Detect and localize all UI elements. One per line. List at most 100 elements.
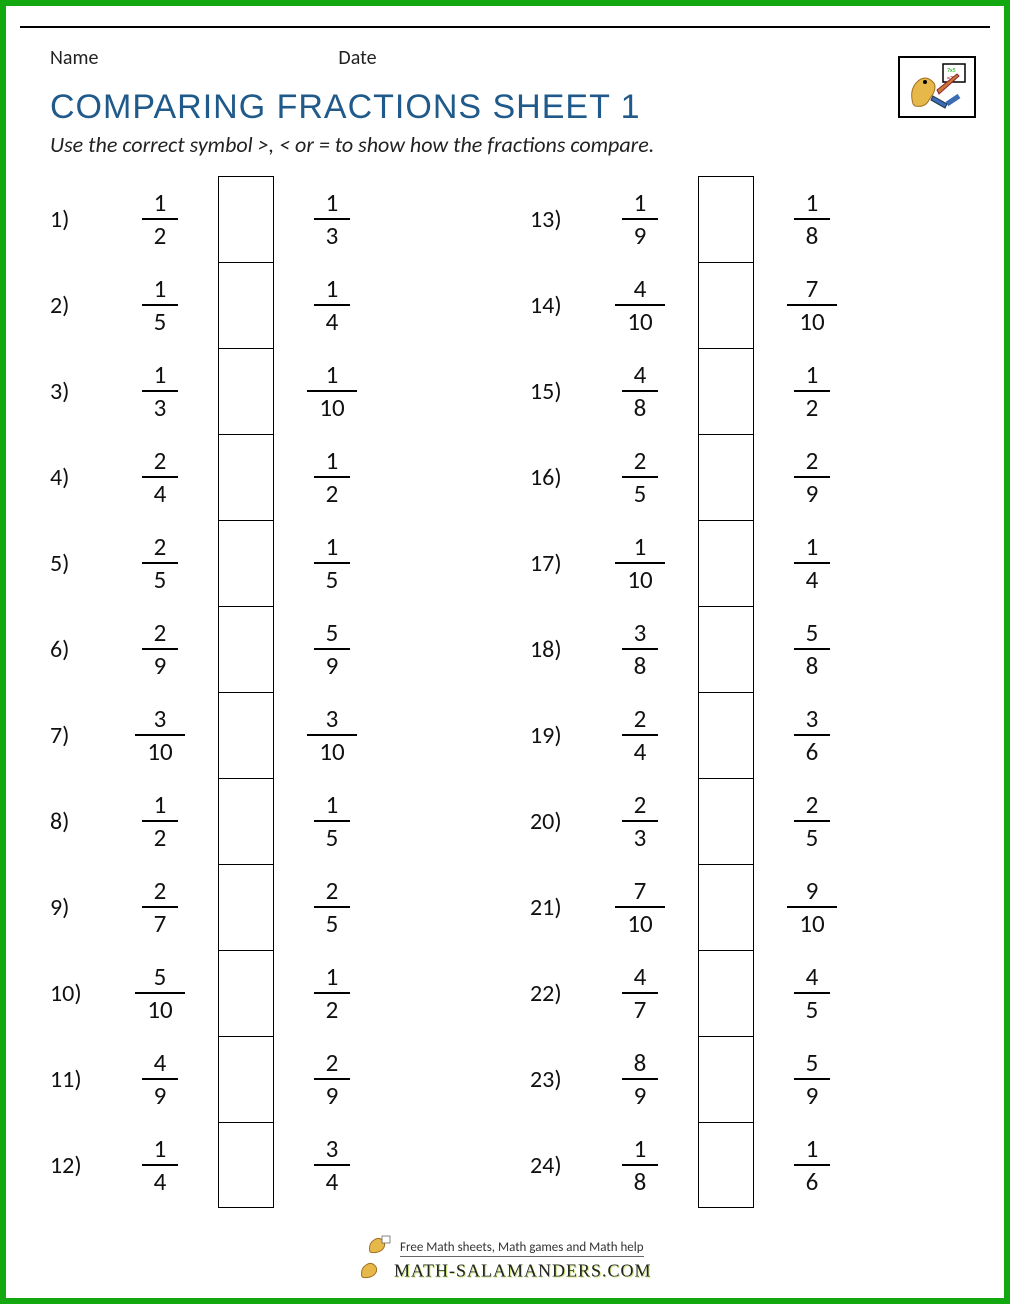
denominator: 10 bbox=[135, 734, 184, 766]
numerator: 1 bbox=[314, 189, 351, 219]
denominator: 5 bbox=[314, 820, 351, 852]
answer-box[interactable] bbox=[218, 950, 274, 1036]
denominator: 3 bbox=[314, 218, 351, 250]
problem-number: 2) bbox=[50, 291, 110, 320]
problem-number: 8) bbox=[50, 807, 110, 836]
numerator: 1 bbox=[142, 1135, 179, 1165]
footer-logo-icon bbox=[366, 1234, 392, 1261]
problem-row: 8)1215 bbox=[50, 778, 490, 864]
fraction-b: 310 bbox=[282, 705, 382, 766]
answer-box[interactable] bbox=[218, 434, 274, 520]
fraction-b: 14 bbox=[282, 275, 382, 336]
answer-box[interactable] bbox=[698, 864, 754, 950]
problem-row: 23)8959 bbox=[530, 1036, 970, 1122]
numerator: 7 bbox=[794, 275, 831, 305]
answer-box[interactable] bbox=[218, 176, 274, 262]
answer-box[interactable] bbox=[218, 864, 274, 950]
numerator: 1 bbox=[622, 533, 659, 563]
fraction-a: 23 bbox=[590, 791, 690, 852]
numerator: 4 bbox=[794, 963, 831, 993]
answer-box[interactable] bbox=[218, 1122, 274, 1208]
fraction-a: 89 bbox=[590, 1049, 690, 1110]
answer-box[interactable] bbox=[698, 950, 754, 1036]
problem-number: 11) bbox=[50, 1065, 110, 1094]
numerator: 5 bbox=[794, 619, 831, 649]
problem-row: 20)2325 bbox=[530, 778, 970, 864]
problem-row: 16)2529 bbox=[530, 434, 970, 520]
numerator: 5 bbox=[314, 619, 351, 649]
numerator: 3 bbox=[314, 705, 351, 735]
answer-box[interactable] bbox=[218, 262, 274, 348]
name-label: Name bbox=[50, 46, 98, 70]
fraction-a: 18 bbox=[590, 1135, 690, 1196]
answer-box[interactable] bbox=[698, 692, 754, 778]
numerator: 1 bbox=[142, 275, 179, 305]
numerator: 1 bbox=[314, 533, 351, 563]
problem-number: 17) bbox=[530, 549, 590, 578]
fraction-b: 59 bbox=[282, 619, 382, 680]
denominator: 2 bbox=[142, 218, 179, 250]
answer-box[interactable] bbox=[218, 348, 274, 434]
denominator: 4 bbox=[142, 1164, 179, 1196]
denominator: 4 bbox=[794, 562, 831, 594]
numerator: 2 bbox=[314, 1049, 351, 1079]
answer-box[interactable] bbox=[218, 692, 274, 778]
numerator: 4 bbox=[622, 361, 659, 391]
numerator: 2 bbox=[142, 447, 179, 477]
problem-number: 3) bbox=[50, 377, 110, 406]
problem-row: 10)51012 bbox=[50, 950, 490, 1036]
top-rule bbox=[20, 26, 990, 28]
denominator: 9 bbox=[622, 1078, 659, 1110]
numerator: 1 bbox=[142, 791, 179, 821]
fraction-b: 15 bbox=[282, 533, 382, 594]
answer-box[interactable] bbox=[698, 1036, 754, 1122]
fraction-b: 910 bbox=[762, 877, 862, 938]
numerator: 2 bbox=[622, 447, 659, 477]
fraction-b: 25 bbox=[282, 877, 382, 938]
denominator: 9 bbox=[622, 218, 659, 250]
numerator: 2 bbox=[314, 877, 351, 907]
problem-number: 18) bbox=[530, 635, 590, 664]
answer-box[interactable] bbox=[698, 348, 754, 434]
answer-box[interactable] bbox=[698, 606, 754, 692]
answer-box[interactable] bbox=[218, 778, 274, 864]
denominator: 5 bbox=[794, 820, 831, 852]
fraction-b: 710 bbox=[762, 275, 862, 336]
fraction-a: 12 bbox=[110, 189, 210, 250]
answer-box[interactable] bbox=[698, 176, 754, 262]
denominator: 8 bbox=[794, 218, 831, 250]
worksheet-frame: Name Date 7x5 =35 COMPARING FRACTIONS SH… bbox=[0, 0, 1010, 1304]
fraction-b: 29 bbox=[762, 447, 862, 508]
denominator: 10 bbox=[615, 304, 664, 336]
denominator: 9 bbox=[314, 1078, 351, 1110]
problem-row: 19)2436 bbox=[530, 692, 970, 778]
answer-box[interactable] bbox=[218, 520, 274, 606]
fraction-b: 13 bbox=[282, 189, 382, 250]
left-column: 1)12132)15143)131104)24125)25156)29597)3… bbox=[50, 176, 490, 1208]
denominator: 10 bbox=[307, 390, 356, 422]
fraction-a: 14 bbox=[110, 1135, 210, 1196]
numerator: 1 bbox=[622, 1135, 659, 1165]
fraction-b: 29 bbox=[282, 1049, 382, 1110]
answer-box[interactable] bbox=[218, 1036, 274, 1122]
denominator: 9 bbox=[142, 648, 179, 680]
denominator: 9 bbox=[794, 476, 831, 508]
problem-number: 15) bbox=[530, 377, 590, 406]
denominator: 5 bbox=[794, 992, 831, 1024]
numerator: 1 bbox=[314, 361, 351, 391]
fraction-b: 12 bbox=[282, 963, 382, 1024]
answer-box[interactable] bbox=[698, 262, 754, 348]
answer-box[interactable] bbox=[698, 434, 754, 520]
denominator: 5 bbox=[142, 304, 179, 336]
answer-box[interactable] bbox=[698, 778, 754, 864]
answer-box[interactable] bbox=[218, 606, 274, 692]
numerator: 1 bbox=[314, 275, 351, 305]
problem-number: 5) bbox=[50, 549, 110, 578]
numerator: 2 bbox=[794, 447, 831, 477]
fraction-a: 410 bbox=[590, 275, 690, 336]
answer-box[interactable] bbox=[698, 520, 754, 606]
answer-box[interactable] bbox=[698, 1122, 754, 1208]
denominator: 10 bbox=[615, 562, 664, 594]
denominator: 2 bbox=[142, 820, 179, 852]
denominator: 5 bbox=[142, 562, 179, 594]
